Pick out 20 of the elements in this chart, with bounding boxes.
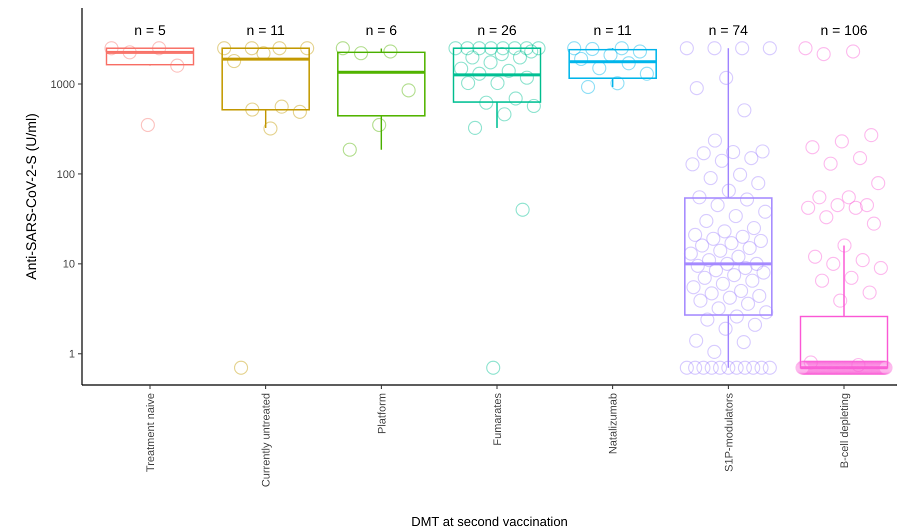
annotation: n = 11 bbox=[246, 22, 286, 38]
y-tick-label: 100 bbox=[56, 168, 75, 181]
x-tick-label: B-cell depleting bbox=[839, 393, 851, 468]
annotation: n = 74 bbox=[708, 22, 748, 38]
y-tick-label: 1000 bbox=[50, 78, 75, 91]
annotation: n = 106 bbox=[820, 22, 868, 38]
x-tick-label: Platform bbox=[376, 393, 388, 434]
x-axis-title: DMT at second vaccination bbox=[411, 514, 568, 528]
x-tick-label: Fumarates bbox=[492, 392, 504, 446]
x-tick-label: Natalizumab bbox=[608, 393, 620, 454]
y-axis-title: Anti-SARS-CoV-2-S (U/ml) bbox=[23, 113, 39, 280]
annotation: n = 26 bbox=[477, 22, 517, 38]
annotation: n = 5 bbox=[134, 22, 166, 38]
annotation: n = 6 bbox=[366, 22, 398, 38]
x-tick-label: Treatment naive bbox=[145, 393, 157, 472]
y-tick-label: 1 bbox=[68, 348, 75, 361]
y-tick-label: 10 bbox=[62, 258, 75, 271]
x-tick-label: S1P-modulators bbox=[723, 392, 736, 472]
x-tick-label: Currently untreated bbox=[260, 393, 273, 488]
annotation: n = 11 bbox=[594, 22, 632, 38]
